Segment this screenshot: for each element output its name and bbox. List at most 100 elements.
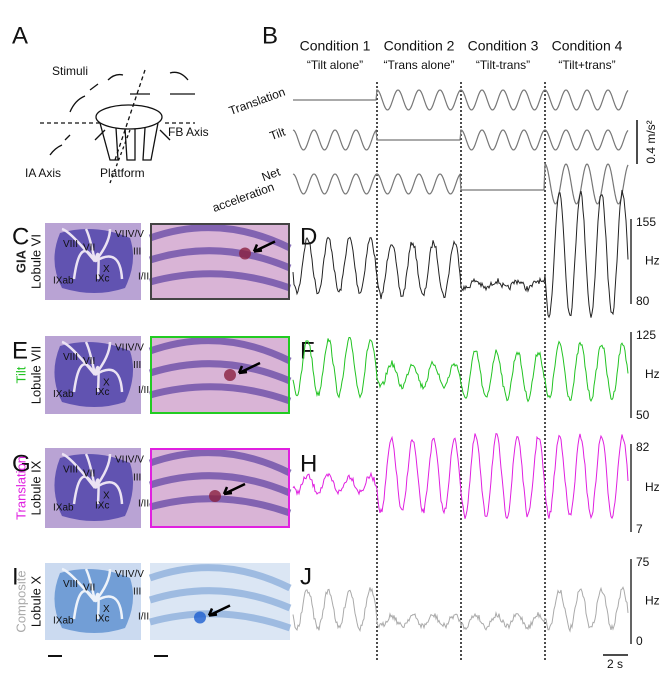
firing-rate-trace: [292, 189, 629, 319]
slice-fold-line: [84, 568, 97, 602]
stimulus-trace: [292, 128, 629, 151]
zoom-frame: [150, 336, 290, 414]
rate-unit-label: Hz: [645, 594, 660, 608]
panel-letter: H: [300, 450, 317, 477]
slice-fold-line: [72, 589, 97, 620]
histology-slice: [45, 223, 141, 300]
anatomy-label: IXc: [95, 613, 109, 624]
anatomy-label: IXab: [53, 389, 74, 400]
anatomy-label: I/II: [138, 499, 149, 510]
panel-letter: D: [300, 223, 317, 250]
rate-min-label: 7: [636, 522, 643, 536]
rate-max-label: 82: [636, 440, 650, 454]
zoom-frame: [150, 448, 290, 528]
panel-letter: C: [12, 223, 29, 250]
rate-unit-label: Hz: [645, 367, 660, 381]
anatomy-label: I/II: [138, 272, 149, 283]
anatomy-label: VIII: [63, 239, 78, 250]
panel-letter: B: [262, 22, 278, 49]
rate-min-label: 80: [636, 294, 650, 308]
zoom-band: [148, 360, 292, 385]
anatomy-label: IV/V: [125, 455, 144, 466]
rate-min-label: 50: [636, 408, 650, 422]
rate-max-label: 75: [636, 555, 650, 569]
slice-fold-line: [84, 341, 97, 376]
condition-label: “Trans alone”: [384, 58, 455, 72]
slice-fold-line: [72, 363, 97, 393]
anatomy-label: X: [103, 491, 110, 502]
rate-unit-label: Hz: [645, 254, 660, 268]
cell-type-label: Tilt: [13, 366, 28, 383]
stimulus-label: Tilt: [268, 124, 288, 143]
panel-letter: A: [12, 22, 28, 49]
anatomy-label: IXc: [95, 387, 109, 398]
histology-zoom: [148, 336, 292, 414]
anatomy-label: III: [133, 247, 141, 258]
anatomy-label: VIII: [63, 579, 78, 590]
condition-label: “Tilt-trans”: [476, 58, 530, 72]
anatomy-label: IXab: [53, 503, 74, 514]
arrow: [207, 604, 231, 617]
stimulus-trace: [293, 89, 629, 111]
condition-label: “Tilt alone”: [307, 58, 363, 72]
anatomy-label: III: [133, 473, 141, 484]
slice-fold-line: [94, 228, 112, 263]
anatomy-label: IV/V: [125, 569, 144, 580]
cell-type-label: Translation: [13, 456, 28, 520]
slice-fold-line: [94, 368, 124, 393]
histology-zoom: [148, 223, 292, 300]
histology-slice: [45, 563, 141, 640]
firing-rate-trace: [292, 337, 629, 403]
slice-fold-line: [94, 341, 112, 376]
anatomy-label: I/II: [138, 612, 149, 623]
cell-type-label: GIA: [13, 249, 28, 273]
slice-fold-line: [93, 453, 112, 489]
zoom-band: [148, 247, 292, 272]
platform-schematic: [40, 69, 195, 184]
slice-fold-line: [94, 595, 124, 620]
anatomy-label: X: [103, 604, 110, 615]
firing-rate-trace: [292, 586, 629, 633]
schematic-label: IA Axis: [25, 166, 61, 180]
zoom-frame: [150, 223, 290, 300]
histology-slice: [45, 448, 141, 528]
anatomy-label: X: [103, 264, 110, 275]
condition-name: Condition 4: [552, 38, 623, 54]
condition-name: Condition 1: [300, 38, 371, 54]
anatomy-label: VII: [83, 243, 95, 254]
time-scale-label: 2 s: [607, 657, 623, 671]
recording-site: [209, 490, 221, 502]
histology-zoom: [148, 448, 292, 528]
zoom-band: [149, 610, 292, 632]
recording-site: [239, 247, 251, 260]
rate-min-label: 0: [636, 634, 643, 648]
anatomy-label: IXc: [95, 501, 109, 512]
firing-rate-trace: [292, 432, 629, 520]
lobule-label: Lobule X: [28, 576, 43, 628]
anatomy-label: VIII: [63, 465, 78, 476]
anatomy-label: VI: [115, 229, 124, 240]
slice-fold-line: [93, 365, 100, 393]
condition-label: “Tilt+trans”: [558, 58, 615, 72]
zoom-band: [148, 337, 292, 365]
anatomy-label: VI: [115, 569, 124, 580]
cell-type-label: Composite: [13, 570, 28, 632]
slice-fold-line: [94, 568, 112, 603]
recording-site: [194, 611, 206, 624]
anatomy-label: VII: [83, 469, 95, 480]
slice-fold-line: [72, 249, 97, 280]
anatomy-label: III: [133, 587, 141, 598]
anatomy-label: VIII: [63, 352, 78, 363]
panel-letter: I: [12, 563, 19, 590]
lobule-label: Lobule VII: [28, 346, 43, 405]
scale-label: 0.4 m/s²: [644, 120, 658, 163]
panel-letter: G: [12, 450, 31, 477]
arrow: [222, 482, 246, 496]
histology-slice: [45, 336, 141, 414]
stimulus-label: acceleration: [211, 180, 277, 215]
slice-fold-line: [84, 228, 97, 262]
panel-letter: J: [300, 563, 312, 590]
anatomy-label: IV/V: [125, 342, 144, 353]
schematic-label: Platform: [100, 166, 145, 180]
condition-name: Condition 2: [384, 38, 455, 54]
